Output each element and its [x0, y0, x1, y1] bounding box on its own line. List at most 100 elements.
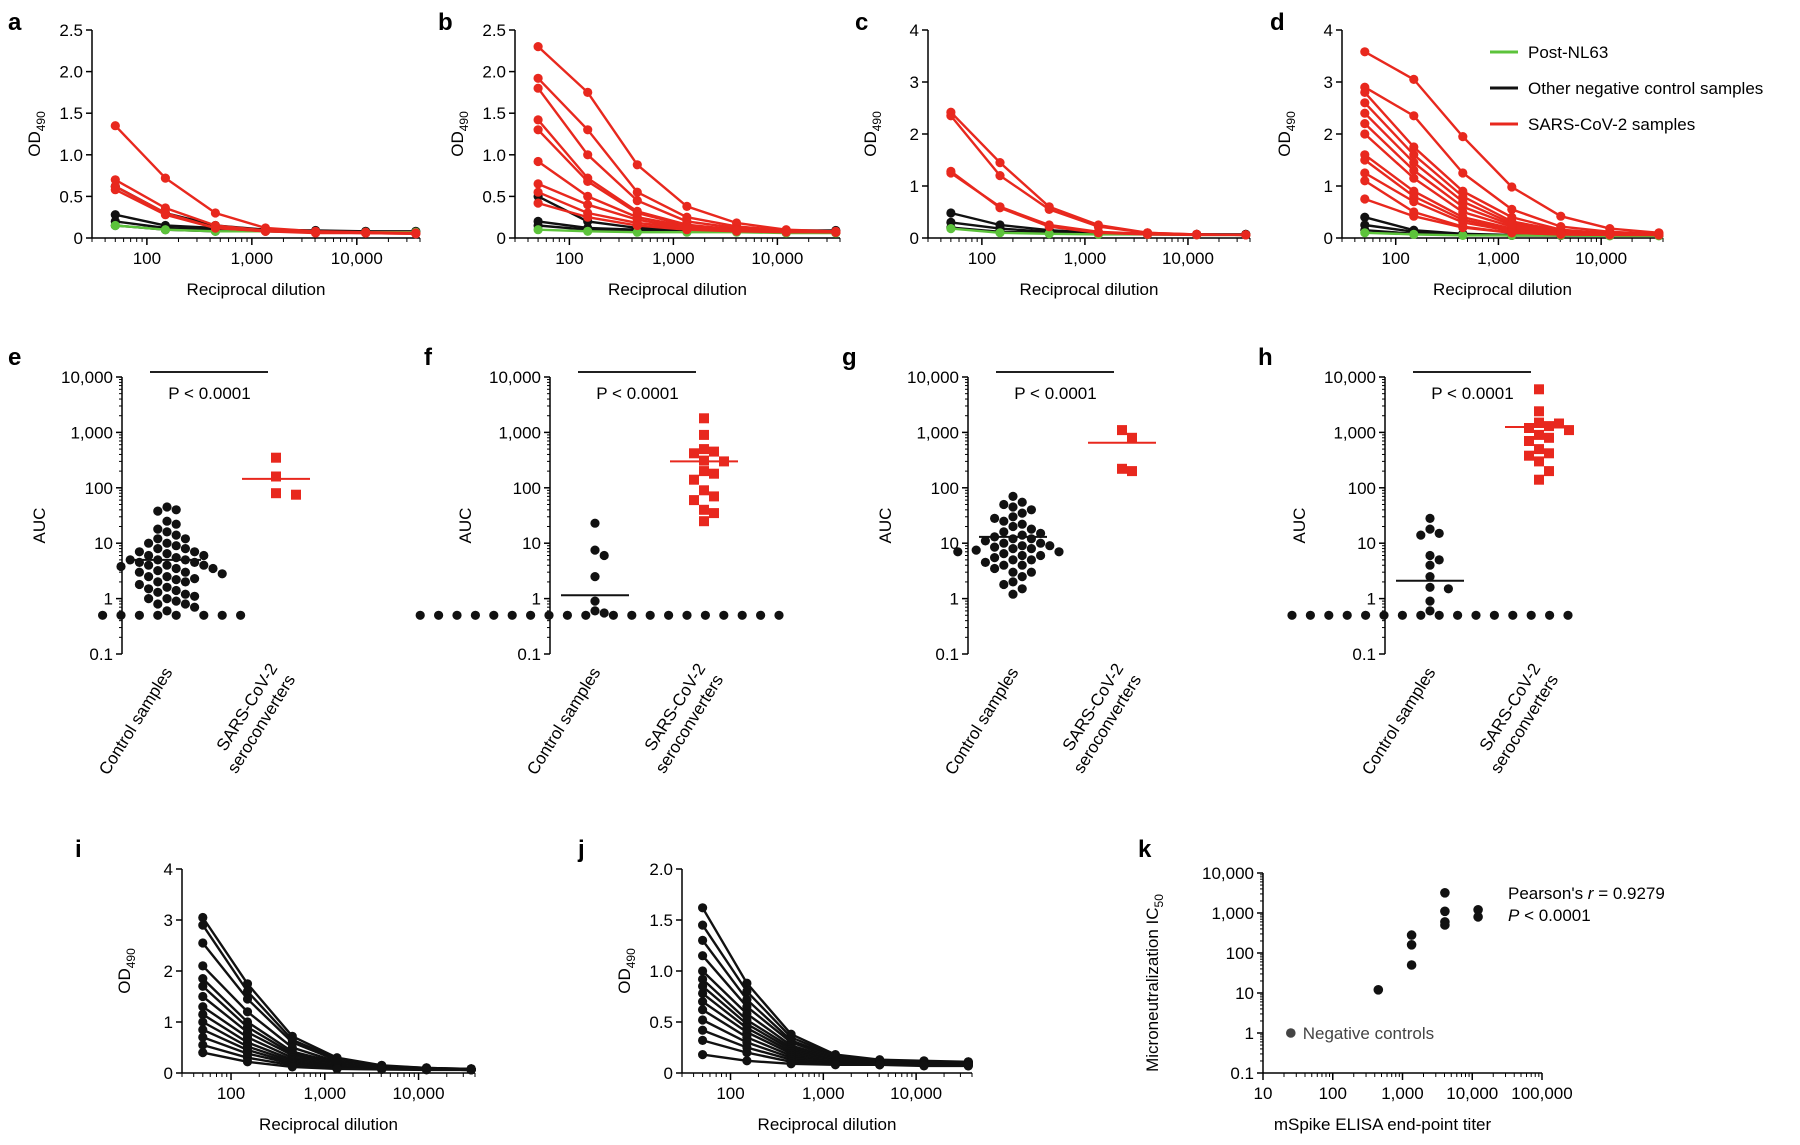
- data-point: [153, 524, 163, 534]
- data-point: [963, 1061, 973, 1071]
- data-point: [144, 572, 154, 582]
- y-tick-label: 10,000: [1324, 368, 1376, 387]
- data-point: [632, 160, 642, 170]
- y-axis-label: OD490: [615, 948, 638, 994]
- data-point: [1017, 497, 1027, 507]
- y-tick-label: 1.5: [649, 911, 673, 930]
- data-point: [1017, 584, 1027, 594]
- data-point: [1524, 436, 1534, 446]
- data-point: [236, 610, 246, 620]
- data-point: [682, 201, 692, 211]
- data-point: [1425, 606, 1435, 616]
- data-point: [1458, 223, 1468, 233]
- data-point: [1397, 610, 1407, 620]
- data-point: [698, 966, 708, 976]
- data-point: [590, 572, 600, 582]
- y-axis-label: OD490: [115, 948, 138, 994]
- x-tick-label: 10: [1254, 1084, 1273, 1103]
- data-point: [1564, 425, 1574, 436]
- y-tick-label: 1: [1324, 177, 1333, 196]
- data-point: [698, 974, 708, 984]
- data-point: [953, 547, 963, 557]
- data-point: [190, 602, 200, 612]
- data-point: [190, 547, 200, 557]
- y-tick-label: 100: [1226, 944, 1254, 963]
- data-point: [742, 1056, 752, 1066]
- data-point: [946, 208, 956, 218]
- category-label: SARS-CoV-2seroconverters: [634, 660, 728, 777]
- data-point: [260, 226, 271, 236]
- data-point: [583, 226, 593, 236]
- y-tick-label: 0: [164, 1064, 173, 1083]
- y-tick-label: 1,000: [1333, 423, 1376, 442]
- data-point: [1556, 211, 1566, 221]
- x-tick-label: 100: [1319, 1084, 1347, 1103]
- panel-letter-g: g: [842, 344, 857, 371]
- data-point: [489, 610, 499, 620]
- data-point: [162, 549, 172, 559]
- data-point: [470, 610, 480, 620]
- x-tick-label: 10,000: [393, 1084, 445, 1103]
- x-tick-label: 1,000: [1064, 249, 1107, 268]
- category-label: Control samples: [941, 664, 1022, 778]
- data-point: [990, 513, 1000, 524]
- y-axis-label: AUC: [1290, 508, 1309, 544]
- panel-letter-f: f: [424, 344, 433, 371]
- y-tick-label: 3: [910, 73, 919, 92]
- data-point: [1544, 448, 1554, 459]
- data-point: [198, 1032, 208, 1042]
- data-point: [291, 489, 301, 500]
- x-tick-label: 10,000: [1446, 1084, 1498, 1103]
- data-point: [180, 589, 190, 599]
- data-point: [971, 545, 981, 555]
- data-point: [311, 227, 321, 237]
- data-point: [699, 516, 709, 527]
- y-tick-label: 1: [950, 590, 959, 609]
- data-point: [198, 991, 208, 1002]
- data-point: [1409, 211, 1419, 221]
- data-point: [719, 610, 729, 620]
- data-point: [590, 545, 600, 555]
- data-point: [198, 920, 208, 930]
- y-axis-label: OD490: [861, 111, 884, 157]
- y-axis-label: OD490: [1275, 111, 1298, 157]
- data-point: [709, 468, 719, 479]
- x-tick-label: 1,000: [231, 249, 274, 268]
- y-tick-label: 0.1: [1230, 1064, 1254, 1083]
- data-point: [627, 610, 637, 620]
- data-point: [1605, 230, 1615, 240]
- data-point: [698, 1005, 708, 1015]
- data-point: [153, 599, 163, 609]
- data-point: [1026, 505, 1036, 515]
- y-tick-label: 0.1: [1352, 645, 1376, 664]
- data-point: [1409, 74, 1419, 84]
- data-point: [1443, 584, 1453, 594]
- y-tick-label: 100: [85, 479, 113, 498]
- data-point: [1471, 610, 1481, 620]
- data-point: [1534, 456, 1544, 467]
- data-point: [742, 978, 752, 988]
- y-tick-label: 2: [164, 962, 173, 981]
- data-point: [144, 594, 154, 604]
- data-point: [153, 566, 163, 576]
- data-point: [242, 994, 253, 1004]
- data-point: [664, 610, 674, 620]
- data-point: [1287, 610, 1297, 620]
- data-point: [946, 224, 956, 234]
- data-point: [210, 223, 220, 233]
- data-point: [242, 1007, 253, 1017]
- y-tick-label: 1.5: [482, 104, 506, 123]
- data-point: [171, 585, 181, 596]
- y-tick-label: 2.0: [482, 63, 506, 82]
- data-point: [1507, 182, 1517, 192]
- data-point: [110, 210, 120, 220]
- data-point: [533, 156, 543, 167]
- data-point: [742, 986, 752, 997]
- data-point: [1425, 550, 1435, 561]
- data-point: [1360, 176, 1370, 186]
- data-point: [1507, 204, 1517, 214]
- data-point: [645, 610, 655, 620]
- data-point: [1008, 567, 1018, 577]
- data-point: [1241, 230, 1251, 240]
